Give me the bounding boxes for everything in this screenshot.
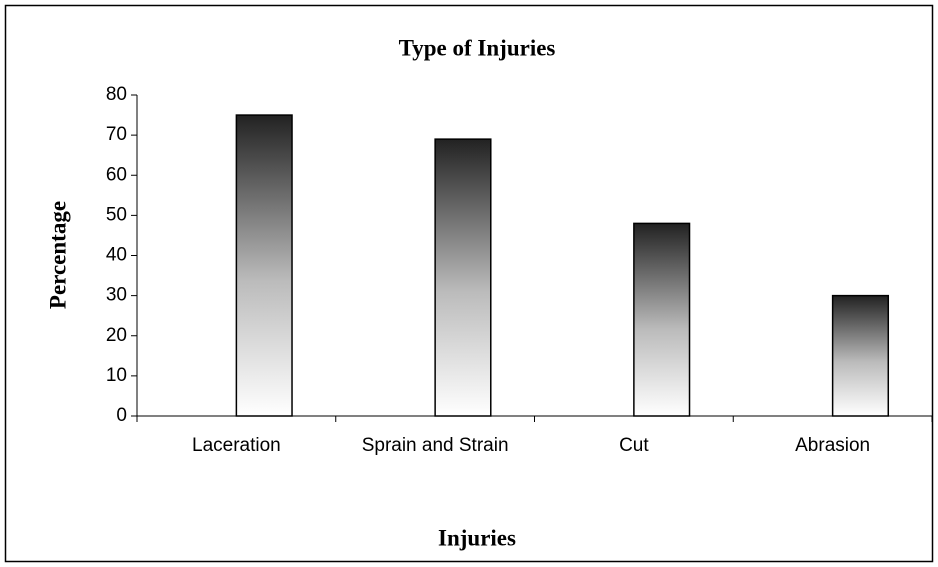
- x-axis-label: Injuries: [438, 525, 516, 550]
- y-tick-label: 10: [106, 365, 127, 386]
- y-tick-label: 50: [106, 204, 127, 225]
- bar: [434, 138, 492, 417]
- y-tick-label: 0: [116, 405, 127, 426]
- y-tick-label: 70: [106, 124, 127, 145]
- x-tick-label: Laceration: [192, 435, 281, 456]
- y-tick-label: 30: [106, 285, 127, 306]
- x-tick-label: Cut: [619, 435, 649, 456]
- y-axis-label: Percentage: [45, 201, 70, 309]
- bar: [831, 294, 890, 417]
- bar: [235, 114, 293, 417]
- chart-title: Type of Injuries: [399, 35, 556, 60]
- bar: [633, 222, 691, 417]
- x-tick-label: Sprain and Strain: [362, 435, 509, 456]
- y-tick-label: 40: [106, 245, 127, 266]
- x-tick-label: Abrasion: [795, 435, 870, 456]
- y-tick-label: 60: [106, 164, 127, 185]
- y-tick-label: 80: [106, 84, 127, 105]
- y-tick-label: 20: [106, 325, 127, 346]
